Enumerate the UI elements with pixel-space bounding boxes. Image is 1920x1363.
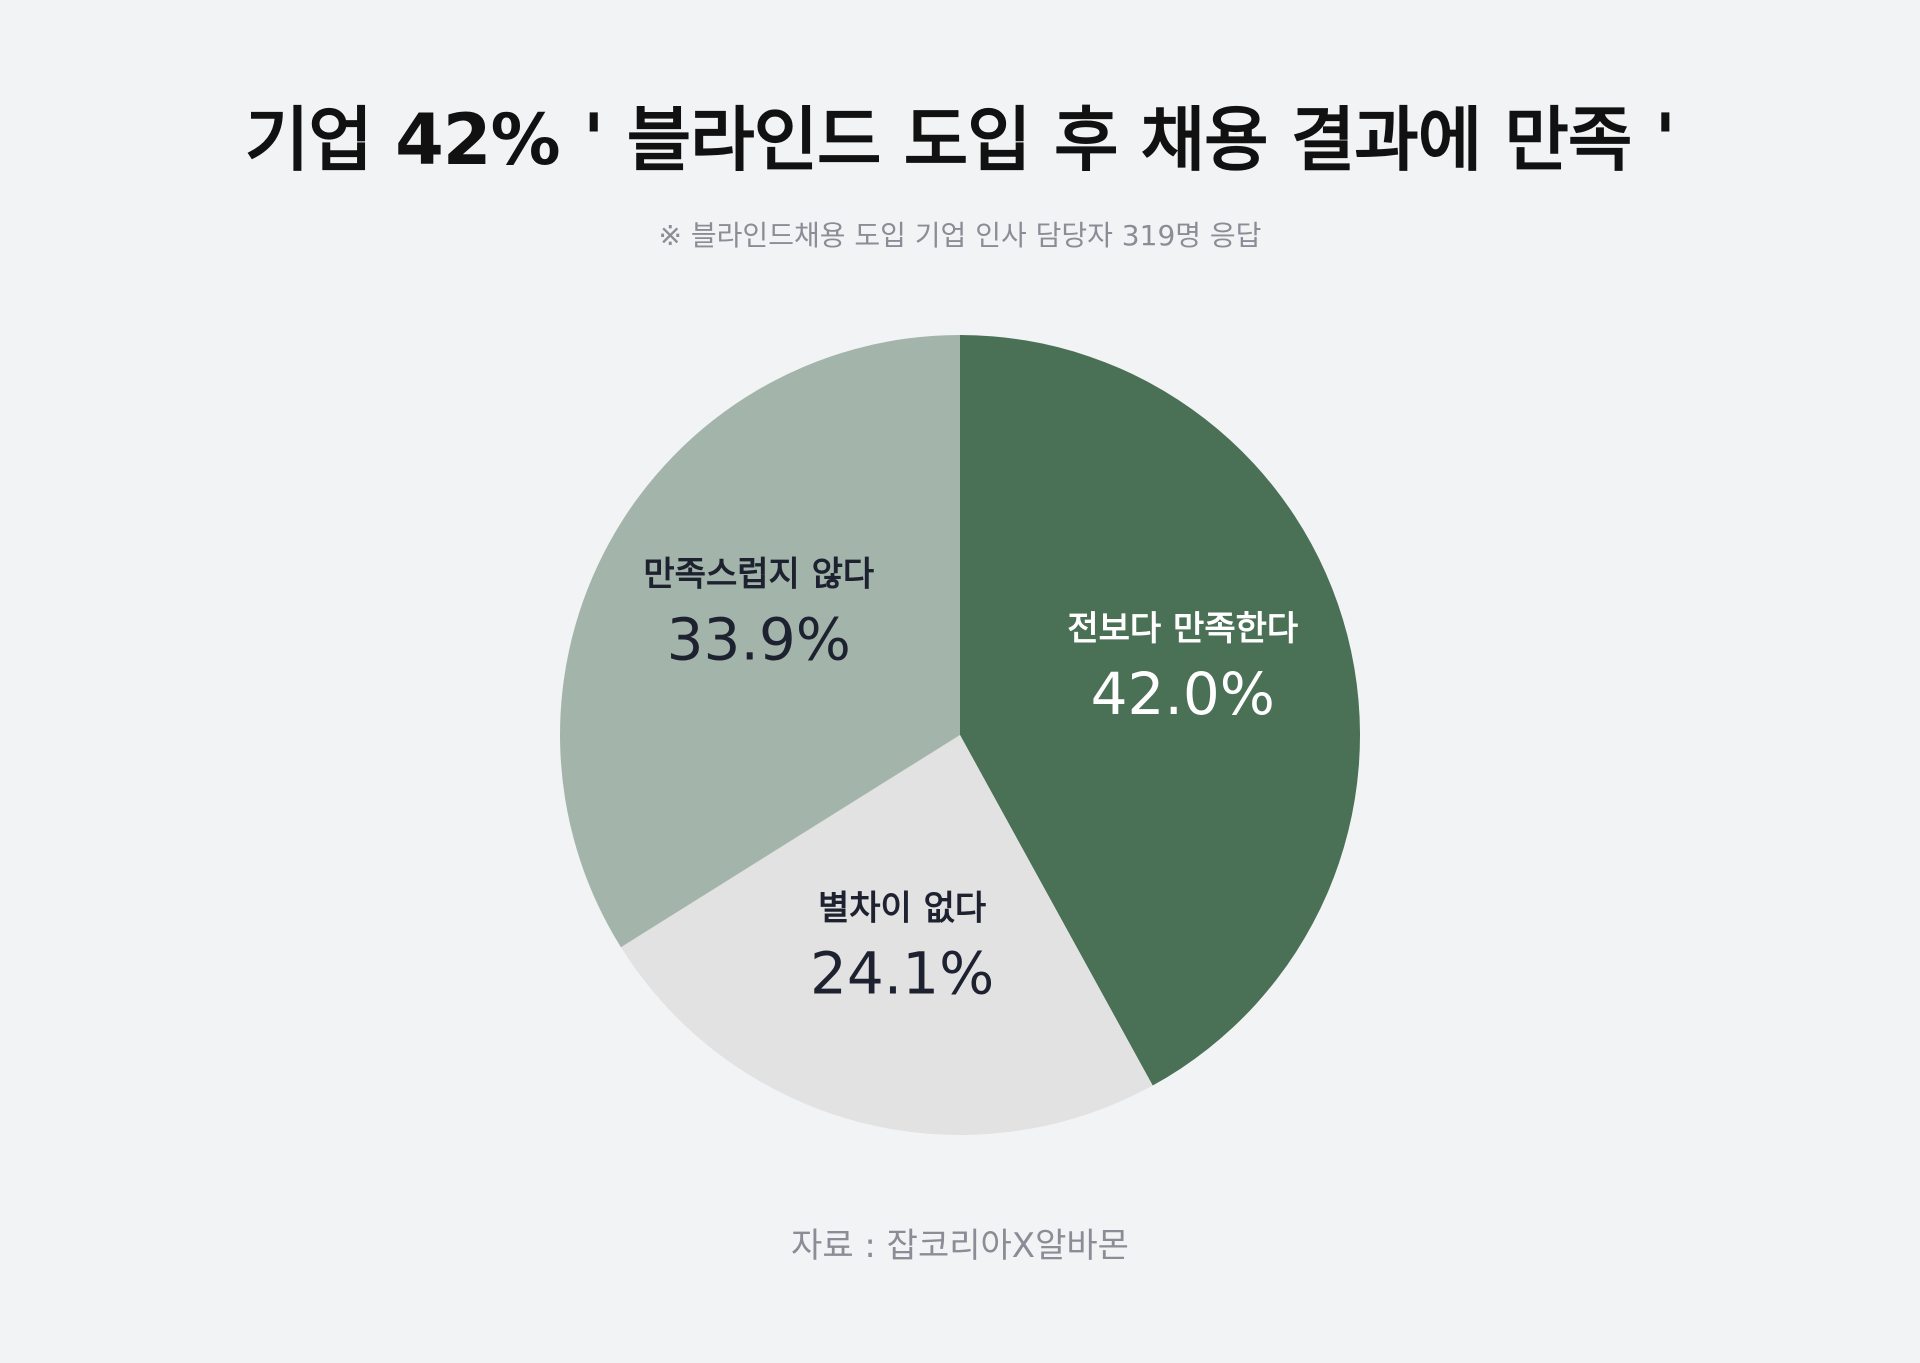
slice-no-difference bbox=[620, 735, 1153, 1135]
slice-label: 별차이 없다 bbox=[818, 889, 986, 929]
chart-subtitle: ※ 블라인드채용 도입 기업 인사 담당자 319명 응답 bbox=[658, 219, 1262, 252]
pie-labels: 전보다 만족한다 42.0% 별차이 없다 24.1% 만족스럽지 않다 33.9% bbox=[643, 555, 1298, 1008]
slice-not-satisfied bbox=[560, 335, 960, 948]
source-note: 자료 : 잡코리아X알바몬 bbox=[791, 1226, 1129, 1266]
slice-value-label: 33.9% bbox=[667, 606, 851, 674]
slice-label: 만족스럽지 않다 bbox=[643, 555, 874, 595]
slice-value-label: 24.1% bbox=[810, 940, 994, 1008]
slice-value-label: 42.0% bbox=[1091, 660, 1275, 728]
slice-satisfied bbox=[960, 335, 1360, 1086]
pie-slices bbox=[560, 335, 1360, 1135]
slice-label: 전보다 만족한다 bbox=[1067, 609, 1298, 649]
chart-title: 기업 42% ' 블라인드 도입 후 채용 결과에 만족 ' bbox=[244, 99, 1676, 181]
